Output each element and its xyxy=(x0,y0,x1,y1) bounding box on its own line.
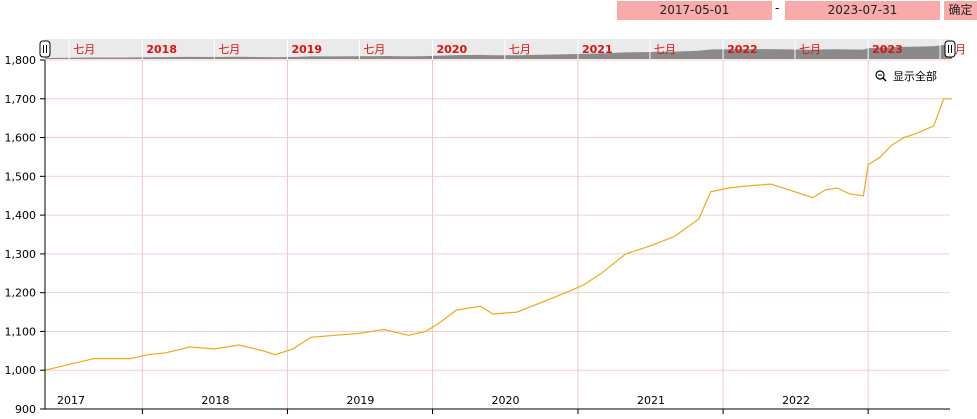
navigator-label: 2019 xyxy=(291,43,322,56)
navigator-label: 七月 xyxy=(363,43,385,56)
navigator-label: 七月 xyxy=(654,43,676,56)
y-tick-label: 1,100 xyxy=(5,325,37,338)
x-tick-label: 2018 xyxy=(201,394,229,407)
y-tick-label: 1,800 xyxy=(5,54,37,67)
navigator-label: 七月 xyxy=(218,43,240,56)
y-tick-label: 900 xyxy=(15,403,36,416)
navigator-label: 七月 xyxy=(509,43,531,56)
x-tick-label: 2019 xyxy=(346,394,374,407)
y-tick-label: 1,700 xyxy=(5,93,37,106)
show-all-label: 显示全部 xyxy=(893,69,937,83)
y-tick-label: 1,200 xyxy=(5,287,37,300)
navigator-label: 七月 xyxy=(73,43,95,56)
navigator-label: 2021 xyxy=(582,43,613,56)
y-tick-label: 1,500 xyxy=(5,170,37,183)
series-line xyxy=(44,98,952,371)
navigator-series xyxy=(45,45,952,59)
x-tick-label: 2022 xyxy=(782,394,810,407)
navigator-label: 2018 xyxy=(146,43,177,56)
y-tick-label: 1,600 xyxy=(5,132,37,145)
show-all-button[interactable]: 显示全部 xyxy=(875,69,937,83)
start-date-input[interactable]: 2017-05-01 xyxy=(617,1,772,20)
y-tick-label: 1,300 xyxy=(5,248,37,261)
navigator-label: 2022 xyxy=(727,43,758,56)
x-tick-label: 2020 xyxy=(492,394,520,407)
y-tick-label: 1,000 xyxy=(5,364,37,377)
x-tick-label: 2021 xyxy=(637,394,665,407)
zoom-out-icon xyxy=(875,70,885,80)
navigator-label: 2020 xyxy=(437,43,468,56)
range-separator: - xyxy=(775,1,780,15)
end-date-input[interactable]: 2023-07-31 xyxy=(785,1,940,20)
navigator-label: 2023 xyxy=(872,43,903,56)
navigator-label: 七月 xyxy=(799,43,821,56)
navigator-right-handle[interactable] xyxy=(944,40,956,58)
x-tick-label: 2017 xyxy=(57,394,85,407)
confirm-button[interactable]: 确定 xyxy=(944,1,977,20)
navigator-left-handle[interactable] xyxy=(39,40,51,58)
y-tick-label: 1,400 xyxy=(5,209,37,222)
